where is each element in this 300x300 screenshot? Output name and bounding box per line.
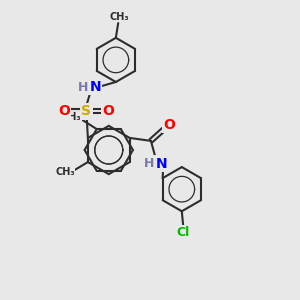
Text: S: S [81, 104, 92, 118]
Text: Cl: Cl [177, 226, 190, 239]
Text: CH₃: CH₃ [110, 12, 129, 22]
Text: O: O [58, 104, 70, 118]
Text: N: N [155, 157, 167, 170]
Text: N: N [89, 80, 101, 94]
Text: H: H [78, 81, 88, 94]
Text: CH₃: CH₃ [62, 112, 82, 122]
Text: O: O [163, 118, 175, 132]
Text: CH₃: CH₃ [55, 167, 75, 177]
Text: H: H [144, 157, 154, 170]
Text: O: O [103, 104, 114, 118]
